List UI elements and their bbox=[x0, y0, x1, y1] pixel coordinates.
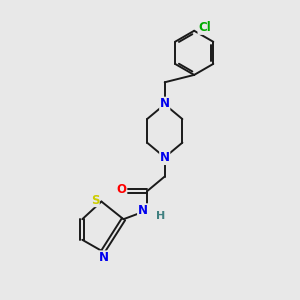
Text: S: S bbox=[91, 194, 99, 207]
Text: N: N bbox=[138, 204, 148, 217]
Text: N: N bbox=[160, 152, 170, 164]
Text: N: N bbox=[160, 97, 170, 110]
Text: Cl: Cl bbox=[198, 21, 211, 34]
Text: O: O bbox=[116, 183, 126, 196]
Text: H: H bbox=[156, 211, 165, 221]
Text: N: N bbox=[99, 251, 110, 264]
